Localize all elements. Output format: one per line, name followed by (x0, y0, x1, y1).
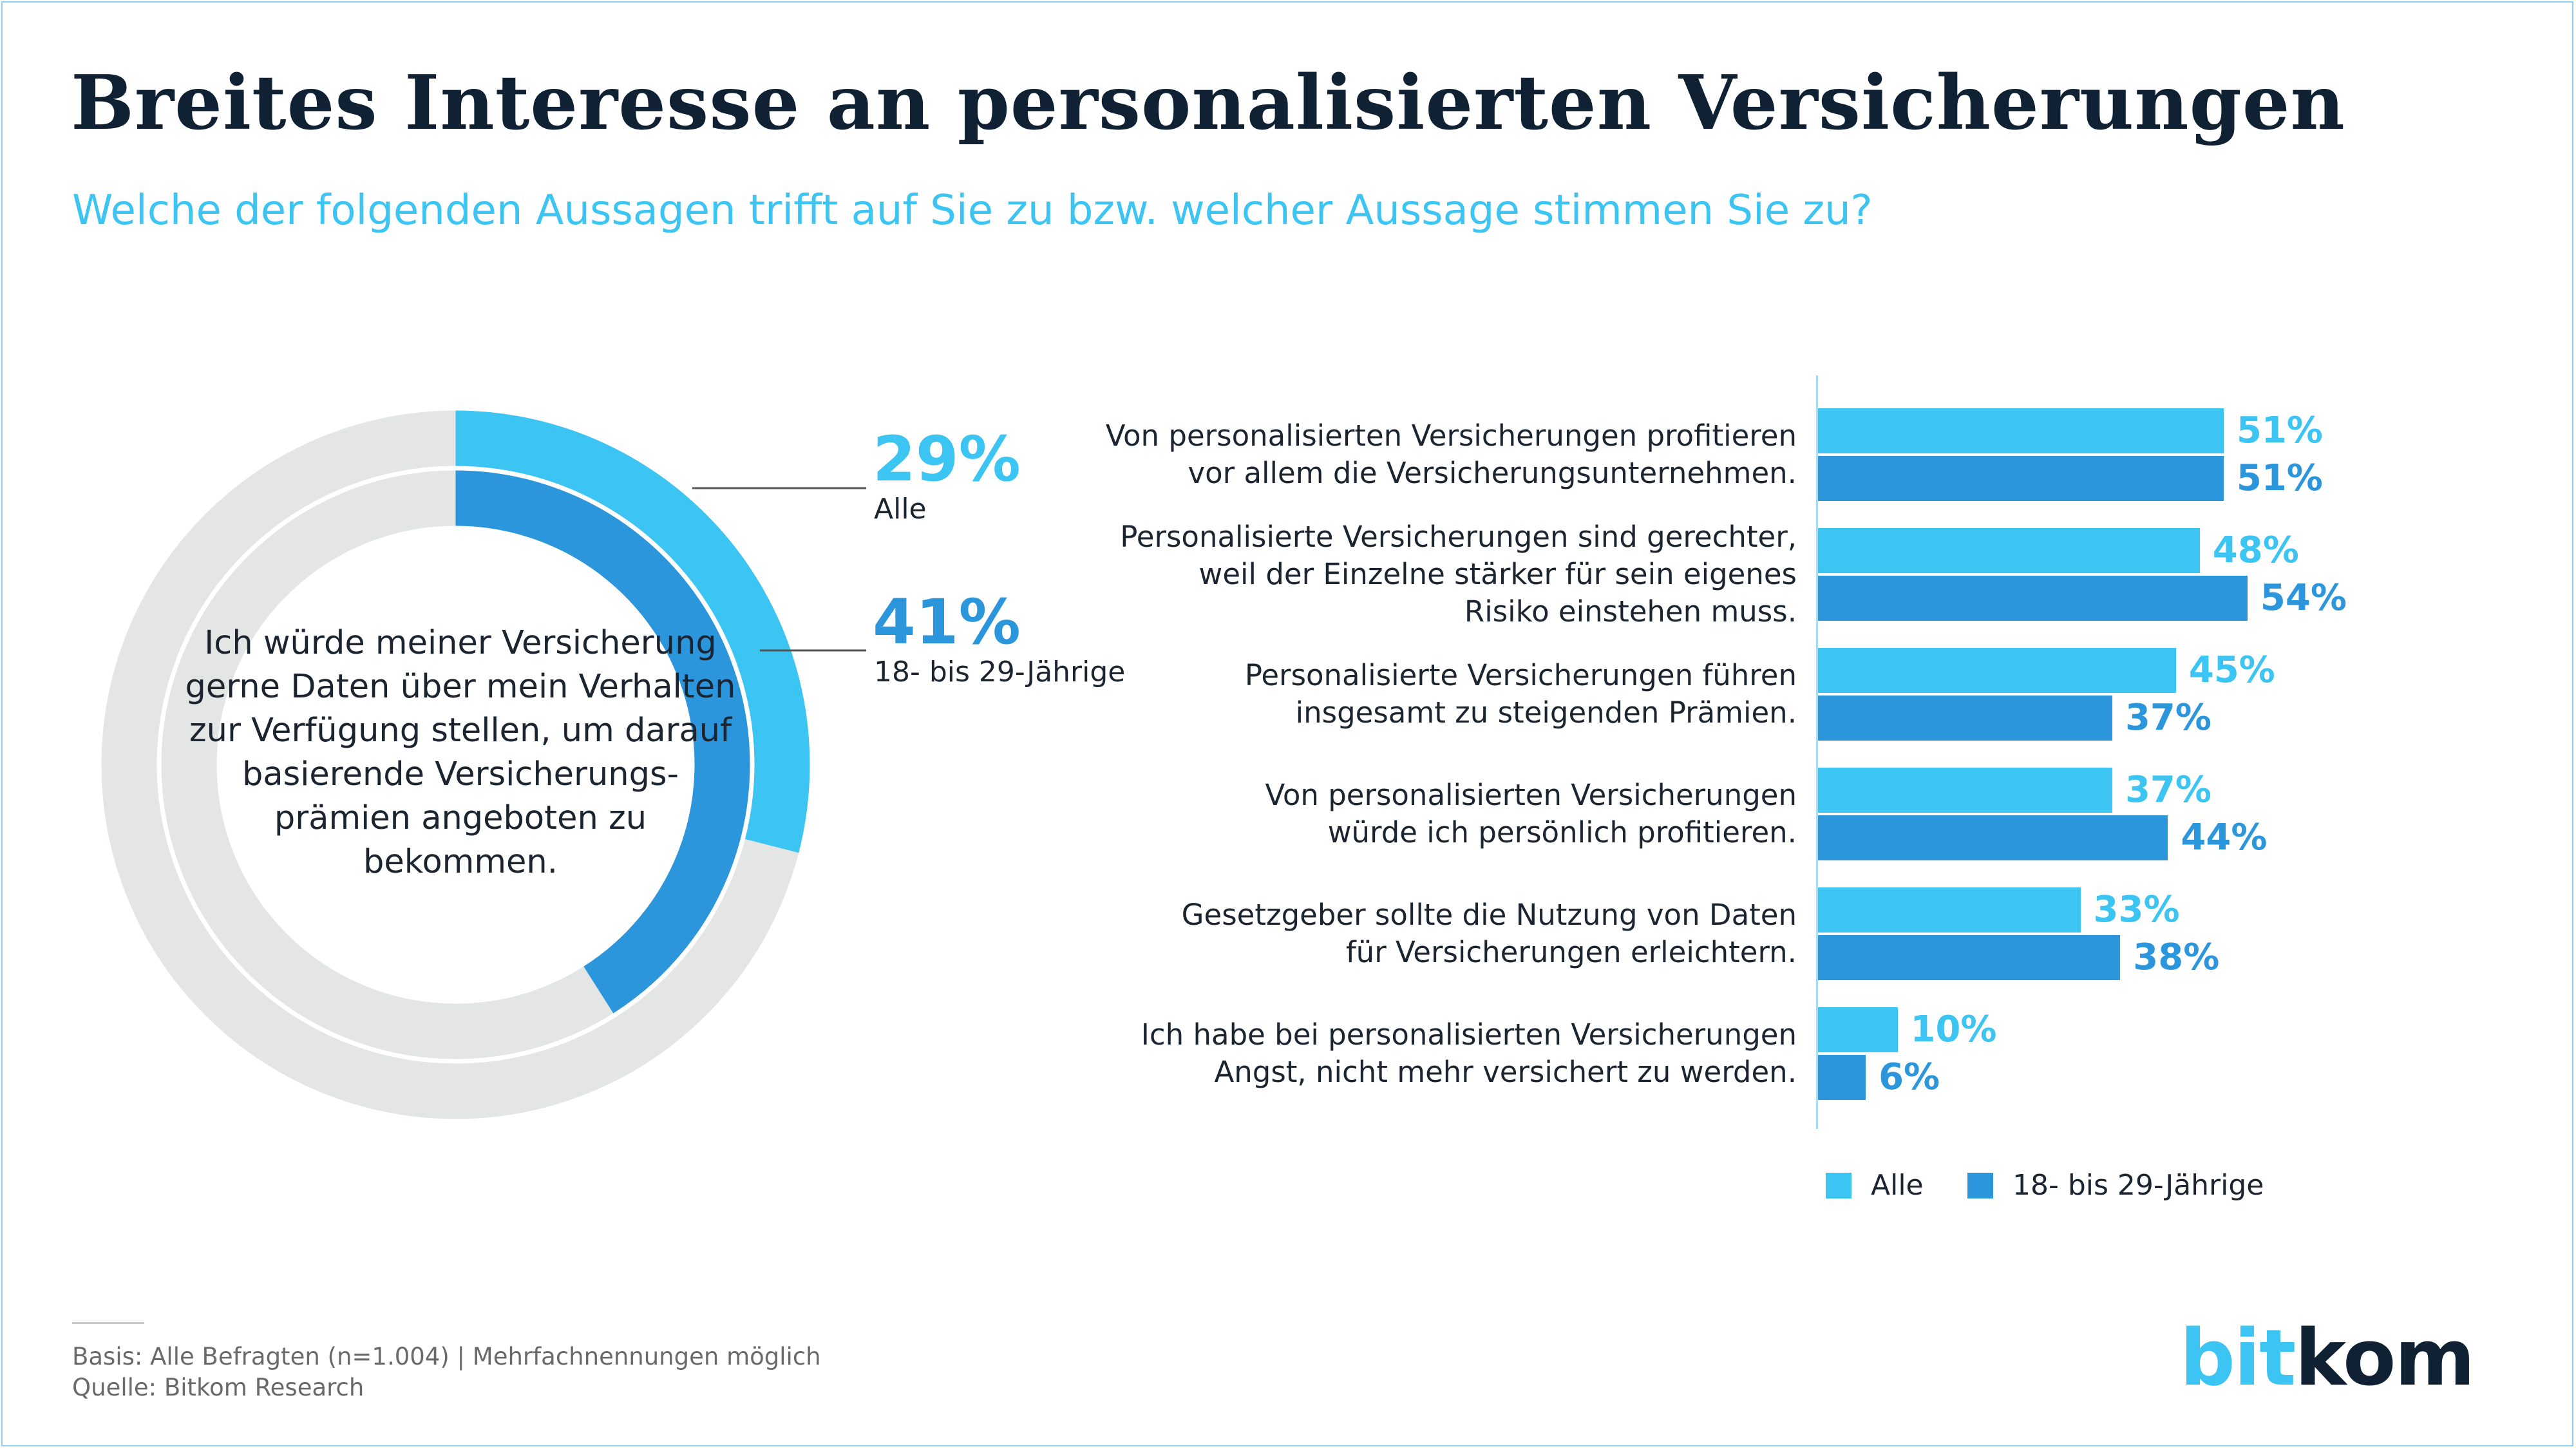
category-label-line: Von personalisierten Versicherungen (1265, 778, 1797, 812)
donut-statement: Ich würde meiner Versicherung gerne Date… (185, 624, 736, 881)
bar-value-young-4: 44% (2181, 817, 2268, 858)
bar-value-young-3: 37% (2125, 697, 2211, 739)
donut-svg (101, 410, 810, 1119)
bar-young-4 (1818, 815, 2168, 860)
footer-source: Quelle: Bitkom Research (72, 1374, 365, 1401)
bar-alle-3 (1818, 648, 2176, 693)
category-label-line: weil der Einzelne stärker für sein eigen… (1198, 557, 1797, 591)
bar-value-alle-2: 48% (2212, 529, 2299, 571)
bar-value-alle-5: 33% (2093, 889, 2180, 931)
footer-divider (72, 1322, 144, 1324)
category-label-line: vor allem die Versicherungsunternehmen. (1188, 456, 1797, 490)
category-label-line: für Versicherungen erleichtern. (1345, 935, 1797, 969)
footer-basis: Basis: Alle Befragten (n=1.004) | Mehrfa… (72, 1343, 821, 1370)
bar-alle-6 (1818, 1007, 1898, 1052)
category-label-3: Personalisierte Versicherungen führen ins… (960, 657, 1797, 732)
bar-alle-4 (1818, 768, 2112, 813)
bar-young-6 (1818, 1055, 1866, 1100)
category-label-6: Ich habe bei personalisierten Versicheru… (960, 1016, 1797, 1091)
category-label-line: insgesamt zu steigenden Prämien. (1295, 696, 1797, 730)
bar-value-young-5: 38% (2133, 936, 2220, 978)
bar-young-5 (1818, 935, 2121, 980)
bar-young-1 (1818, 456, 2224, 501)
bar-alle-1 (1818, 408, 2224, 453)
donut-chart (90, 399, 821, 1130)
legend-item-young: 18- bis 29-Jährige (1967, 1169, 2264, 1202)
category-label-line: Von personalisierten Versicherungen prof… (1105, 419, 1797, 453)
bar-value-young-2: 54% (2260, 577, 2347, 619)
bar-young-2 (1818, 576, 2248, 621)
donut-inner-arc (455, 470, 750, 1014)
legend-item-alle: Alle (1826, 1169, 1924, 1202)
chart-subtitle: Welche der folgenden Aussagen trifft auf… (72, 187, 1873, 234)
bar-value-young-6: 6% (1879, 1056, 1940, 1098)
legend-label-young: 18- bis 29-Jährige (2012, 1169, 2264, 1202)
category-label-line: Ich habe bei personalisierten Versicheru… (1141, 1018, 1797, 1052)
category-label-line: Gesetzgeber sollte die Nutzung von Daten (1181, 898, 1797, 932)
bar-value-alle-6: 10% (1910, 1009, 1997, 1050)
category-label-line: Personalisierte Versicherungen führen (1244, 658, 1797, 692)
bar-value-alle-3: 45% (2188, 649, 2275, 691)
category-label-line: Angst, nicht mehr versichert zu werden. (1214, 1055, 1797, 1089)
legend-label-alle: Alle (1871, 1169, 1924, 1202)
category-label-4: Von personalisierten Versicherungen würde… (960, 777, 1797, 851)
category-label-line: würde ich persönlich profitieren. (1327, 815, 1797, 849)
category-label-line: Risiko einstehen muss. (1464, 594, 1797, 629)
bar-value-alle-4: 37% (2125, 769, 2211, 811)
category-label-2: Personalisierte Versicherungen sind gere… (960, 518, 1797, 630)
bar-value-alle-1: 51% (2236, 410, 2323, 451)
donut-label-young: 18- bis 29-Jährige (874, 656, 1126, 688)
bar-value-young-1: 51% (2236, 457, 2323, 499)
donut-outer-arc (455, 410, 810, 853)
bar-alle-2 (1818, 528, 2200, 573)
bar-axis (1816, 375, 1818, 1129)
bitkom-logo: bitkom (2180, 1314, 2475, 1403)
donut-label-alle: Alle (874, 493, 927, 526)
category-label-5: Gesetzgeber sollte die Nutzung von Daten… (960, 896, 1797, 971)
chart-title: Breites Interesse an personalisierten Ve… (71, 59, 2345, 147)
legend-swatch-young (1967, 1172, 1993, 1198)
category-label-line: Personalisierte Versicherungen sind gere… (1120, 520, 1797, 554)
bar-young-3 (1818, 696, 2112, 741)
donut-value-young: 41% (873, 586, 1021, 658)
donut-value-alle: 29% (873, 423, 1021, 495)
bar-alle-5 (1818, 887, 2081, 933)
legend-swatch-alle (1826, 1172, 1852, 1198)
category-label-1: Von personalisierten Versicherungen prof… (960, 417, 1797, 492)
